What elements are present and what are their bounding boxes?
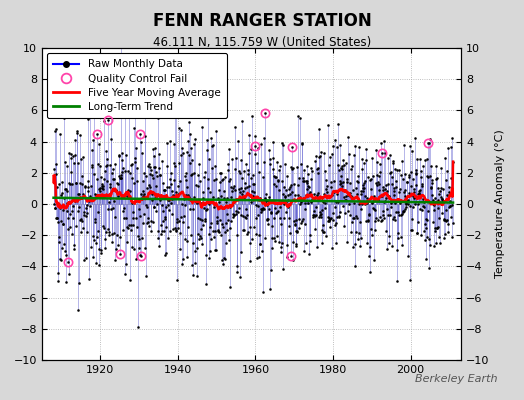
Legend: Raw Monthly Data, Quality Control Fail, Five Year Moving Average, Long-Term Tren: Raw Monthly Data, Quality Control Fail, … <box>47 53 227 118</box>
Text: FENN RANGER STATION: FENN RANGER STATION <box>152 12 372 30</box>
Y-axis label: Temperature Anomaly (°C): Temperature Anomaly (°C) <box>495 130 505 278</box>
Text: Berkeley Earth: Berkeley Earth <box>416 374 498 384</box>
Text: 46.111 N, 115.759 W (United States): 46.111 N, 115.759 W (United States) <box>153 36 371 49</box>
